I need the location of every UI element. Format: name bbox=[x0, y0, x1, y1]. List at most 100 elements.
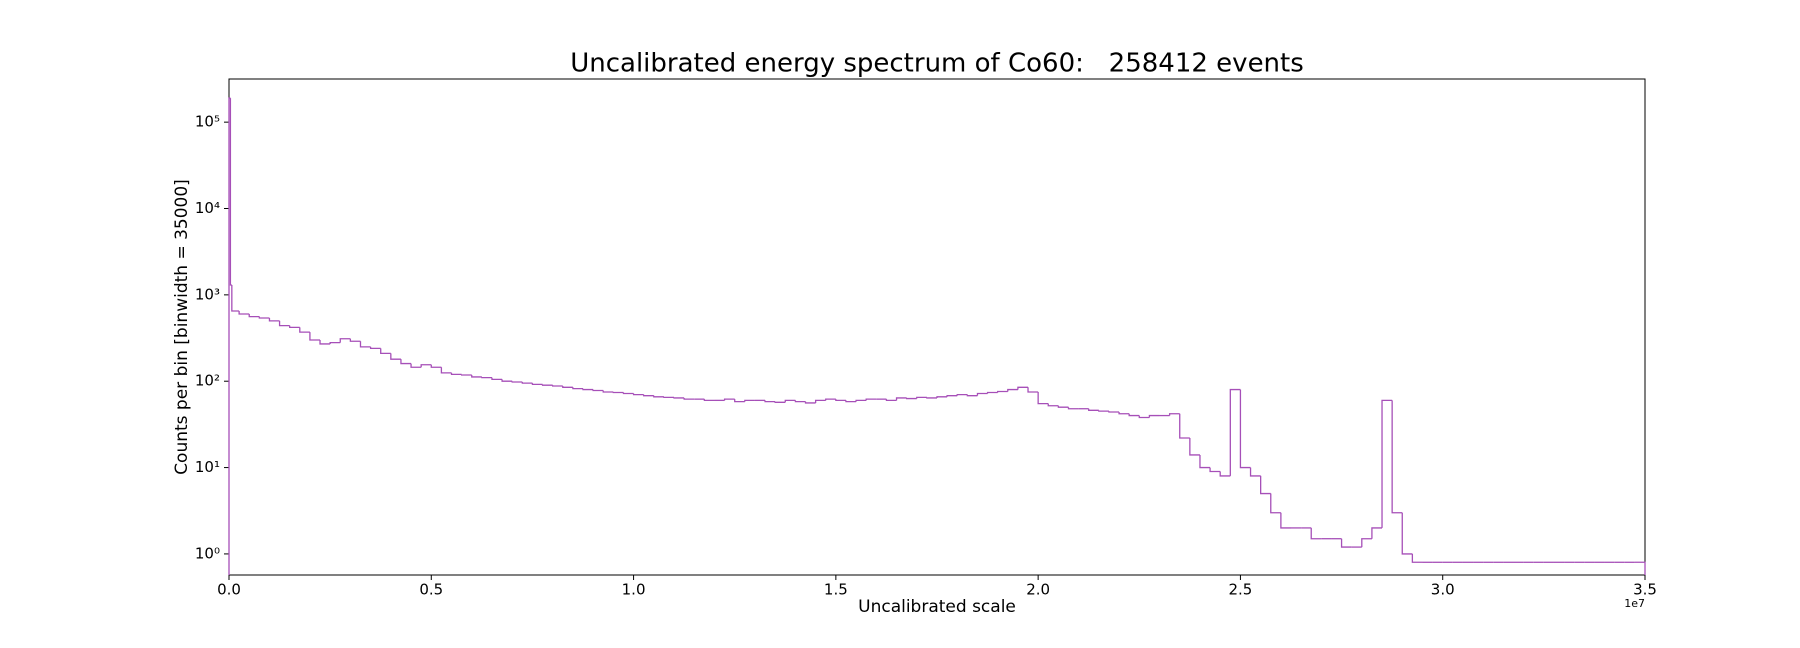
histogram-step bbox=[1057, 405, 1069, 408]
histogram-step bbox=[440, 367, 452, 374]
histogram-step bbox=[723, 398, 735, 401]
x-tick-label: 3.0 bbox=[1431, 581, 1455, 599]
plot-frame bbox=[228, 78, 1646, 576]
histogram-step bbox=[835, 399, 846, 402]
histogram-step bbox=[1310, 527, 1322, 540]
histogram-step bbox=[845, 400, 857, 403]
histogram-step bbox=[541, 384, 553, 386]
histogram-step bbox=[1371, 527, 1383, 539]
histogram-step bbox=[1340, 538, 1352, 548]
histogram-step bbox=[986, 391, 998, 394]
x-tick-label: 1.0 bbox=[622, 581, 646, 599]
histogram-step bbox=[329, 341, 341, 344]
histogram-step bbox=[825, 398, 836, 401]
histogram-step bbox=[1128, 413, 1140, 417]
histogram-step bbox=[1148, 414, 1160, 418]
histogram-step bbox=[410, 363, 422, 368]
histogram-step bbox=[491, 377, 503, 381]
x-tick-label: 2.0 bbox=[1026, 581, 1050, 599]
x-tick-label: 0.0 bbox=[217, 581, 241, 599]
x-tick-label: 3.5 bbox=[1633, 581, 1657, 599]
histogram-step bbox=[784, 399, 796, 403]
histogram-step bbox=[278, 320, 290, 327]
histogram-step bbox=[1098, 410, 1109, 412]
histogram-step bbox=[511, 381, 523, 383]
histogram-step bbox=[1138, 415, 1150, 419]
histogram-step bbox=[1088, 408, 1099, 411]
histogram-step bbox=[460, 374, 472, 376]
histogram-step bbox=[916, 396, 927, 399]
histogram-step bbox=[349, 338, 361, 342]
histogram-step bbox=[906, 397, 917, 400]
histogram-step bbox=[248, 314, 260, 318]
histogram-step bbox=[1270, 493, 1281, 514]
histogram-step bbox=[481, 376, 492, 379]
histogram-step bbox=[592, 389, 604, 392]
histogram-step bbox=[764, 400, 776, 403]
y-tick-label: 10² bbox=[195, 372, 220, 390]
histogram-step bbox=[926, 397, 937, 399]
histogram-step bbox=[1381, 399, 1393, 528]
histogram-step bbox=[552, 385, 563, 387]
y-axis-label: Counts per bin [binwidth = 35000] bbox=[172, 179, 192, 475]
histogram-step bbox=[228, 97, 231, 575]
histogram-step bbox=[1249, 467, 1261, 477]
histogram-step bbox=[774, 401, 786, 403]
x-tick-label: 0.5 bbox=[419, 581, 443, 599]
histogram-step bbox=[1179, 413, 1190, 439]
histogram-step bbox=[1108, 411, 1120, 413]
histogram-step bbox=[673, 397, 685, 399]
histogram-step bbox=[653, 395, 664, 398]
histogram-step bbox=[521, 381, 533, 384]
y-tick-label: 10⁴ bbox=[195, 199, 220, 217]
histogram-step bbox=[430, 364, 442, 368]
histogram-step bbox=[946, 395, 958, 397]
histogram-step bbox=[1007, 388, 1018, 392]
histogram-step bbox=[390, 353, 401, 360]
histogram-step bbox=[231, 285, 240, 312]
histogram-step bbox=[289, 325, 300, 329]
histogram-step bbox=[582, 388, 594, 391]
histogram-step bbox=[1361, 538, 1372, 548]
histogram-step bbox=[1411, 553, 1423, 563]
histogram-step bbox=[339, 338, 351, 343]
histogram-step bbox=[622, 392, 634, 395]
histogram-step bbox=[1118, 412, 1130, 415]
histogram-step bbox=[229, 98, 232, 286]
histogram-step bbox=[299, 327, 310, 333]
histogram-step bbox=[1067, 407, 1079, 410]
histogram-step bbox=[956, 393, 968, 396]
histogram-step bbox=[359, 341, 371, 348]
histogram-step bbox=[562, 386, 573, 388]
x-tick-label: 2.5 bbox=[1228, 581, 1252, 599]
histogram-step bbox=[683, 397, 695, 400]
histogram-step bbox=[1229, 388, 1241, 476]
histogram-step bbox=[865, 398, 877, 401]
histogram-step bbox=[1219, 471, 1231, 477]
histogram-step bbox=[612, 391, 624, 394]
histogram-step bbox=[814, 399, 826, 403]
histogram-step bbox=[1401, 512, 1413, 555]
histogram-step bbox=[855, 399, 867, 402]
histogram-step bbox=[976, 392, 988, 396]
histogram-step bbox=[1239, 389, 1251, 469]
histogram-step bbox=[885, 399, 897, 402]
histogram-step bbox=[369, 346, 381, 350]
histogram-step bbox=[1017, 386, 1029, 390]
histogram-step bbox=[1027, 387, 1039, 393]
histogram-step bbox=[632, 393, 644, 396]
histogram-step bbox=[268, 317, 280, 322]
histogram-step bbox=[501, 379, 513, 382]
histogram-step bbox=[258, 316, 270, 319]
y-tick-label: 10⁰ bbox=[195, 544, 220, 562]
x-offset-label: 1e7 bbox=[1624, 597, 1645, 610]
histogram-step bbox=[936, 396, 948, 398]
y-tick-label: 10³ bbox=[195, 285, 220, 303]
histogram-step bbox=[1037, 392, 1049, 405]
histogram-step bbox=[1047, 403, 1059, 407]
histogram-step bbox=[663, 396, 675, 399]
histogram-step bbox=[420, 364, 432, 368]
histogram-step bbox=[1189, 437, 1200, 456]
